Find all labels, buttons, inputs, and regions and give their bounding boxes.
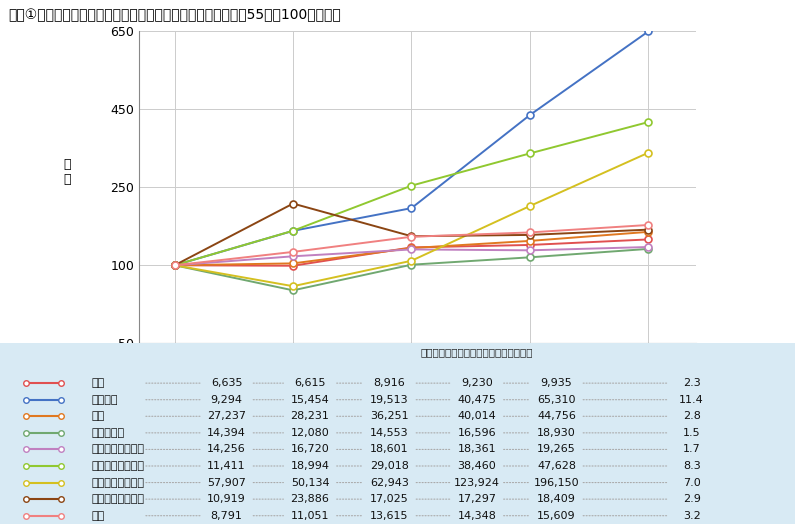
Text: 40,475: 40,475 [458, 395, 496, 405]
Text: 指
数: 指 数 [63, 158, 71, 185]
Text: 15,454: 15,454 [291, 395, 329, 405]
Text: 1.5: 1.5 [683, 428, 700, 438]
Text: 14,394: 14,394 [207, 428, 246, 438]
Text: 研究: 研究 [91, 511, 105, 521]
Text: 62,943: 62,943 [370, 477, 409, 487]
Text: 情報ソフト: 情報ソフト [91, 428, 125, 438]
Text: 電気通信: 電気通信 [91, 395, 118, 405]
Text: 放送: 放送 [91, 411, 105, 421]
Text: 44,756: 44,756 [537, 411, 576, 421]
Text: 2.9: 2.9 [683, 494, 700, 504]
Text: 11.4: 11.4 [679, 395, 704, 405]
Text: （単位：千円／人）年平均成長率（％）: （単位：千円／人）年平均成長率（％） [421, 347, 533, 357]
Text: 18,601: 18,601 [370, 444, 409, 454]
Text: 10,919: 10,919 [207, 494, 246, 504]
Text: 123,924: 123,924 [454, 477, 500, 487]
Text: 11,411: 11,411 [207, 461, 246, 471]
Text: 9,294: 9,294 [211, 395, 242, 405]
Text: 29,018: 29,018 [370, 461, 409, 471]
Text: 16,720: 16,720 [291, 444, 329, 454]
Text: 6,635: 6,635 [211, 378, 242, 388]
Text: 17,297: 17,297 [457, 494, 497, 504]
Text: 14,553: 14,553 [370, 428, 409, 438]
Text: 196,150: 196,150 [533, 477, 580, 487]
Text: 28,231: 28,231 [291, 411, 329, 421]
Text: 9,230: 9,230 [461, 378, 493, 388]
Text: 9,935: 9,935 [541, 378, 572, 388]
Text: 57,907: 57,907 [207, 477, 246, 487]
Text: 38,460: 38,460 [458, 461, 496, 471]
Text: 電気通信施設建設: 電気通信施設建設 [91, 494, 145, 504]
Text: 8.3: 8.3 [683, 461, 700, 471]
Text: 14,256: 14,256 [207, 444, 246, 454]
Text: 情報通信機器製造: 情報通信機器製造 [91, 461, 145, 471]
Text: 3.2: 3.2 [683, 511, 700, 521]
Text: 40,014: 40,014 [458, 411, 496, 421]
Text: 18,930: 18,930 [537, 428, 576, 438]
Text: 7.0: 7.0 [683, 477, 700, 487]
Text: 2.8: 2.8 [683, 411, 700, 421]
Text: 8,791: 8,791 [211, 511, 242, 521]
Text: 36,251: 36,251 [370, 411, 409, 421]
Text: 19,513: 19,513 [370, 395, 409, 405]
Text: 19,265: 19,265 [537, 444, 576, 454]
Text: （年）: （年） [701, 347, 721, 357]
Text: 6,615: 6,615 [294, 378, 326, 388]
Text: 17,025: 17,025 [370, 494, 409, 504]
Text: 50,134: 50,134 [291, 477, 329, 487]
Text: 図表①　情報通信産業における部門別労働生産性の比較（昭和55年を100とする）: 図表① 情報通信産業における部門別労働生産性の比較（昭和55年を100とする） [8, 8, 341, 22]
Text: 18,409: 18,409 [537, 494, 576, 504]
Text: 27,237: 27,237 [207, 411, 246, 421]
Text: 1.7: 1.7 [683, 444, 700, 454]
Text: 47,628: 47,628 [537, 461, 576, 471]
Text: 18,994: 18,994 [290, 461, 330, 471]
Text: 16,596: 16,596 [458, 428, 496, 438]
Text: 18,361: 18,361 [458, 444, 496, 454]
Text: 14,348: 14,348 [458, 511, 496, 521]
Text: 13,615: 13,615 [370, 511, 409, 521]
Text: 12,080: 12,080 [291, 428, 329, 438]
Text: 郵便: 郵便 [91, 378, 105, 388]
Text: 8,916: 8,916 [374, 378, 405, 388]
Text: 11,051: 11,051 [291, 511, 329, 521]
Text: 情報関連サービス: 情報関連サービス [91, 444, 145, 454]
Text: 15,609: 15,609 [537, 511, 576, 521]
Text: 2.3: 2.3 [683, 378, 700, 388]
Text: 23,886: 23,886 [291, 494, 329, 504]
Text: 情報通信機器賃貸: 情報通信機器賃貸 [91, 477, 145, 487]
Text: 65,310: 65,310 [537, 395, 576, 405]
